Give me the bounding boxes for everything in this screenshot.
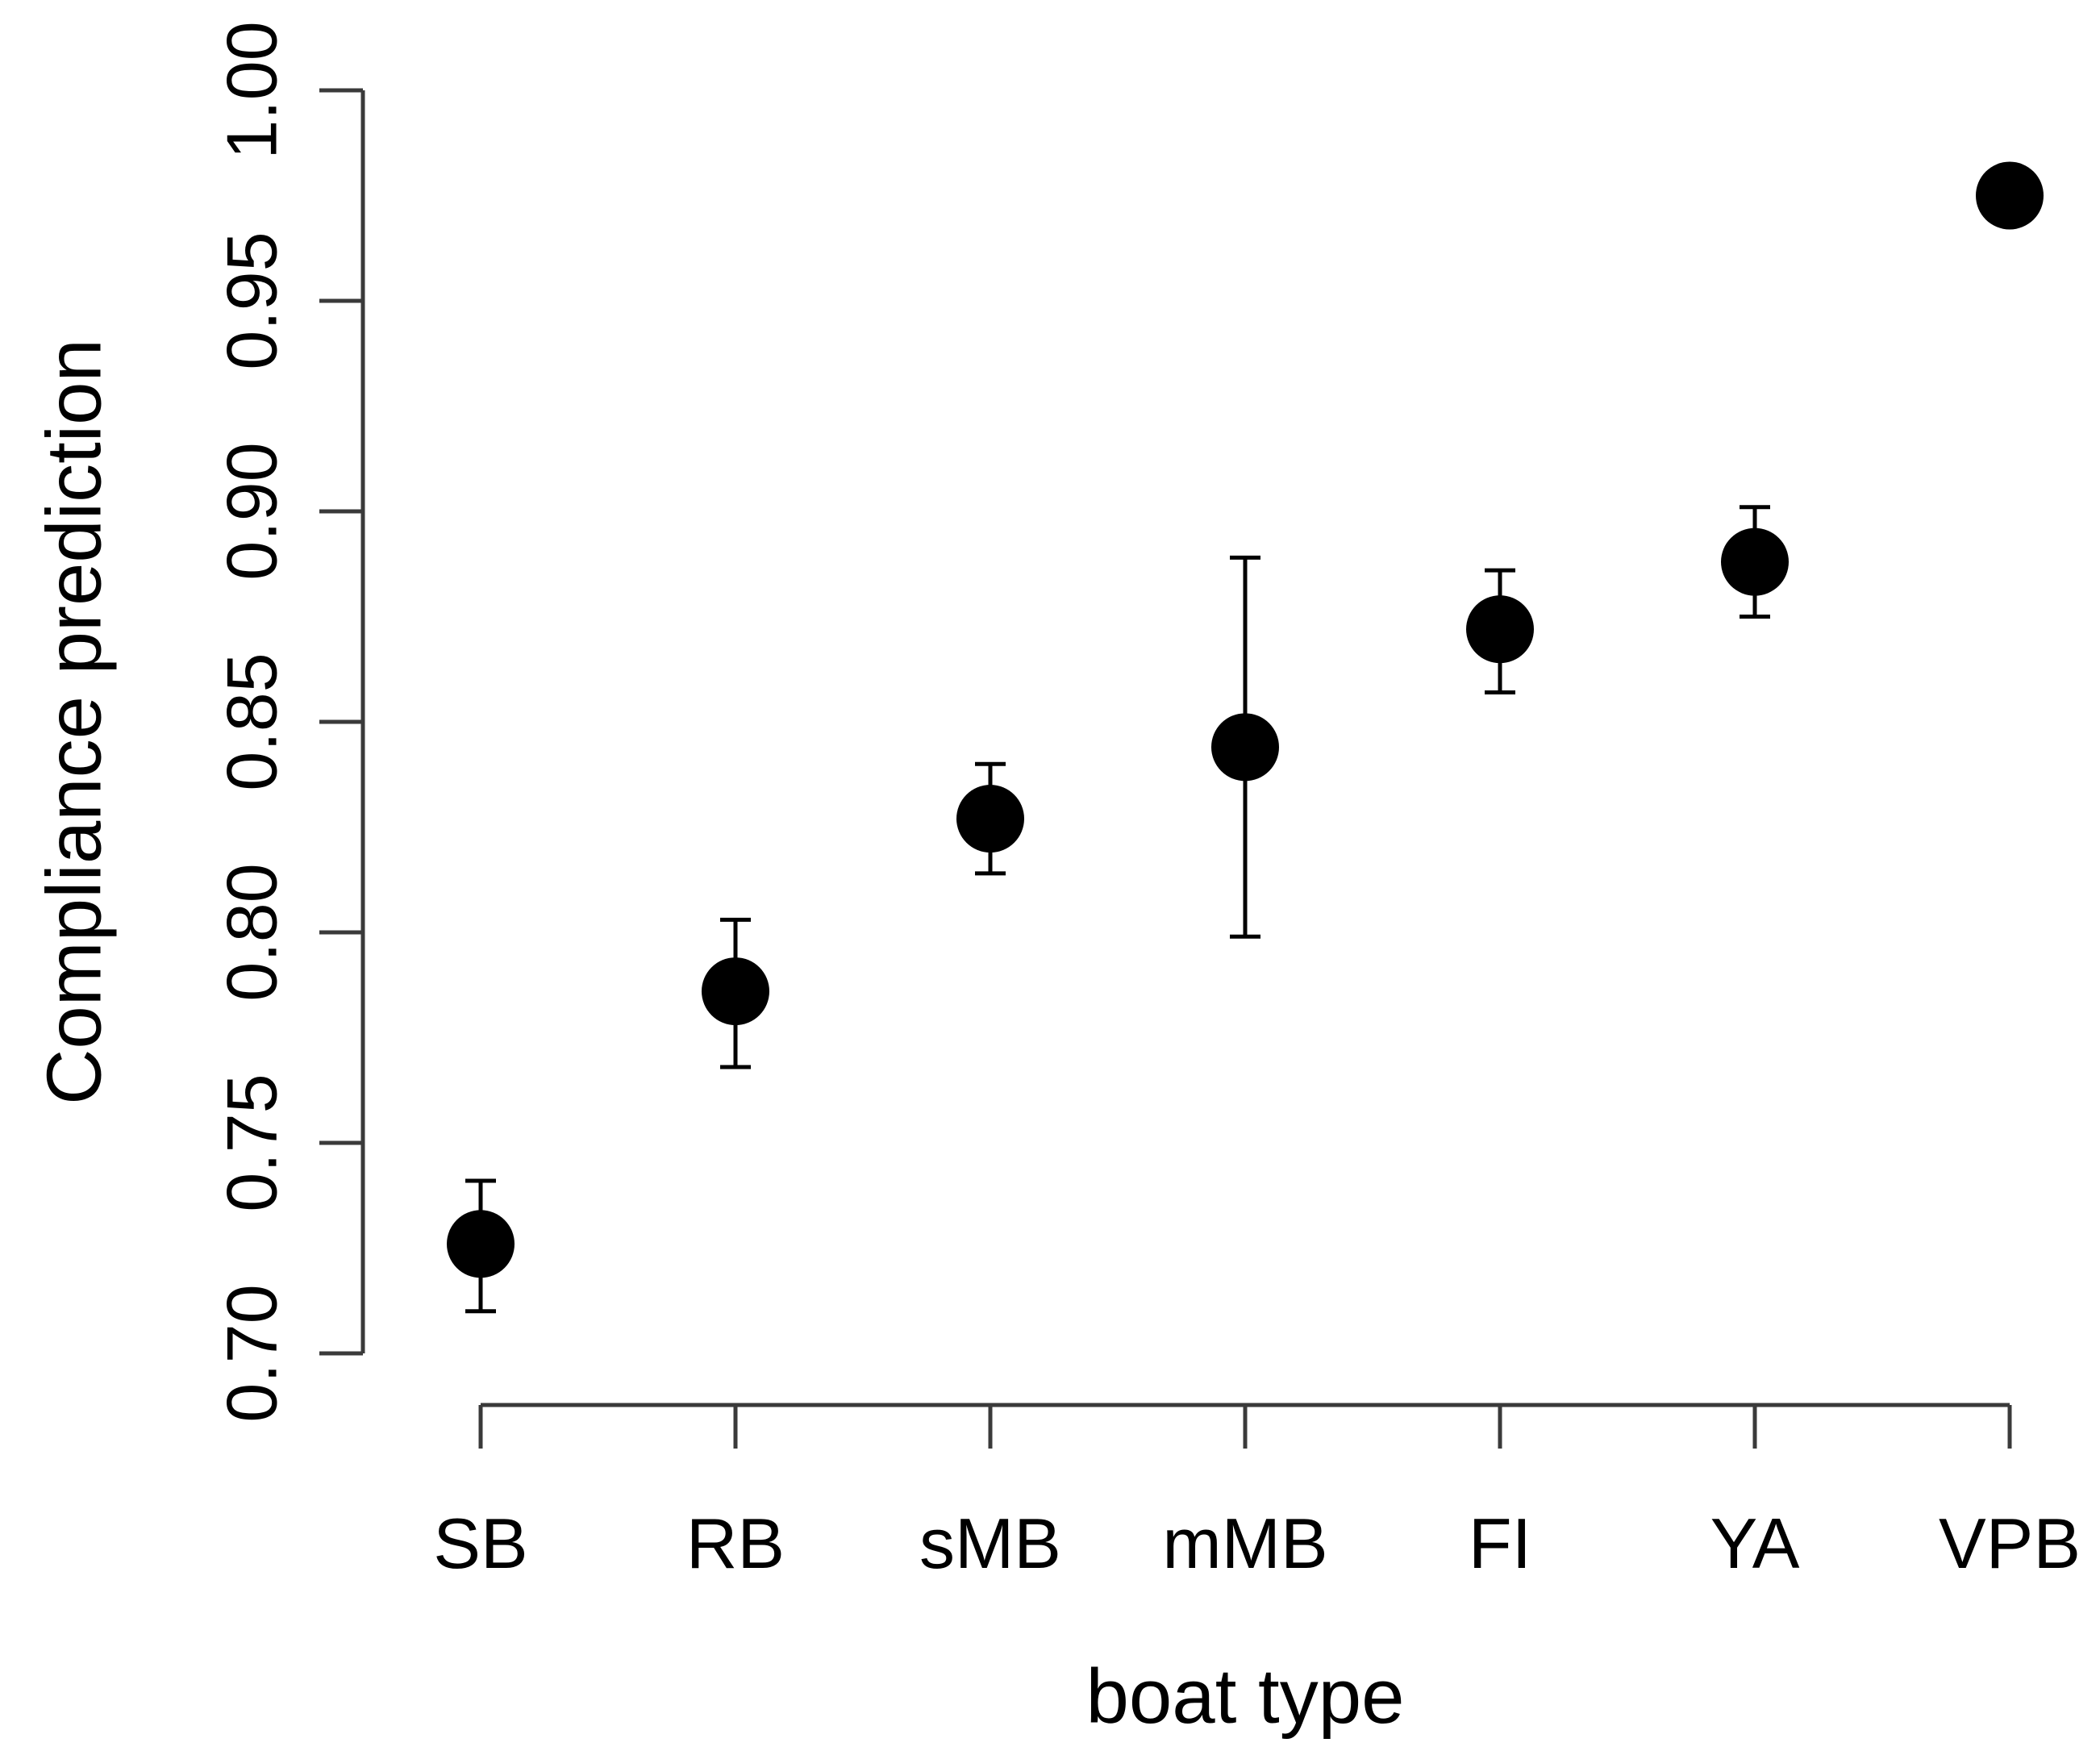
data-point — [1976, 161, 2044, 230]
x-tick-label: RB — [686, 1503, 785, 1583]
y-tick-label: 0.90 — [212, 442, 292, 580]
x-tick-label: SB — [433, 1503, 527, 1583]
data-point — [956, 785, 1024, 853]
y-tick-label: 0.80 — [212, 863, 292, 1001]
x-tick-label: mMB — [1162, 1503, 1327, 1583]
plot-marks — [447, 161, 2044, 1314]
y-axis-title: Compliance prediction — [31, 339, 118, 1105]
y-tick-label: 0.70 — [212, 1284, 292, 1422]
data-point — [702, 957, 769, 1026]
y-axis: 0.70 0.75 0.80 0.85 0.90 0.95 1.00 — [212, 21, 365, 1423]
data-point — [447, 1210, 515, 1278]
data-point — [1721, 527, 1789, 596]
x-tick-label: sMB — [919, 1503, 1061, 1583]
x-tick-label: VPB — [1939, 1503, 2081, 1583]
y-tick-label: 1.00 — [212, 21, 292, 159]
y-tick-label: 0.85 — [212, 652, 292, 790]
data-point — [1211, 713, 1279, 782]
x-axis: SB RB sMB mMB FI YA VPB — [433, 1403, 2081, 1583]
x-axis-title: boat type — [1086, 1653, 1405, 1740]
x-tick-label: YA — [1710, 1503, 1800, 1583]
y-tick-label: 0.75 — [212, 1074, 292, 1211]
y-tick-label: 0.95 — [212, 231, 292, 369]
data-point — [1466, 595, 1534, 664]
x-tick-label: FI — [1469, 1503, 1531, 1583]
